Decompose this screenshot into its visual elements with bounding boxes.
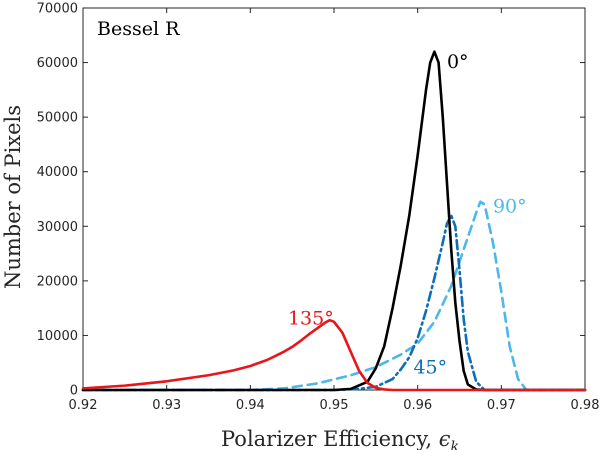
y-axis-title: Number of Pixels — [1, 105, 25, 289]
y-ticks: 0 10000 20000 30000 40000 50000 60000 70000 — [37, 2, 585, 399]
y-tick-label: 70000 — [37, 2, 78, 17]
series-layer — [81, 50, 587, 392]
y-tick-label: 10000 — [37, 329, 78, 344]
x-tick-label: 0.94 — [236, 398, 265, 413]
annotations: Bessel R 0° 90° 45° 135° — [97, 18, 527, 379]
x-tick-label: 0.98 — [571, 398, 600, 413]
y-tick-label: 0 — [70, 384, 78, 399]
x-tick-label: 0.92 — [69, 398, 98, 413]
series-line-90deg — [81, 200, 587, 392]
annotation-135deg: 135° — [288, 308, 334, 330]
series-line-135deg — [81, 318, 587, 392]
series-line-0deg — [81, 50, 587, 392]
y-tick-label: 60000 — [37, 56, 78, 71]
y-tick-label: 50000 — [37, 111, 78, 126]
annotation-bessel-r: Bessel R — [97, 18, 180, 40]
x-tick-label: 0.97 — [487, 398, 516, 413]
x-axis-title-subscript: k — [450, 439, 458, 450]
y-tick-label: 20000 — [37, 274, 78, 289]
x-tick-label: 0.93 — [152, 398, 181, 413]
annotation-45deg: 45° — [413, 357, 447, 379]
x-tick-label: 0.96 — [403, 398, 432, 413]
x-axis-title: Polarizer Efficiency, ϵk — [221, 427, 459, 450]
series-line-45deg — [81, 214, 587, 392]
x-tick-label: 0.95 — [320, 398, 349, 413]
y-tick-label: 30000 — [37, 220, 78, 235]
x-axis-title-text: Polarizer Efficiency, — [221, 427, 439, 450]
x-axis-title-symbol: ϵ — [439, 427, 451, 450]
annotation-90deg: 90° — [493, 196, 527, 218]
annotation-0deg: 0° — [447, 51, 469, 73]
y-tick-label: 40000 — [37, 165, 78, 180]
